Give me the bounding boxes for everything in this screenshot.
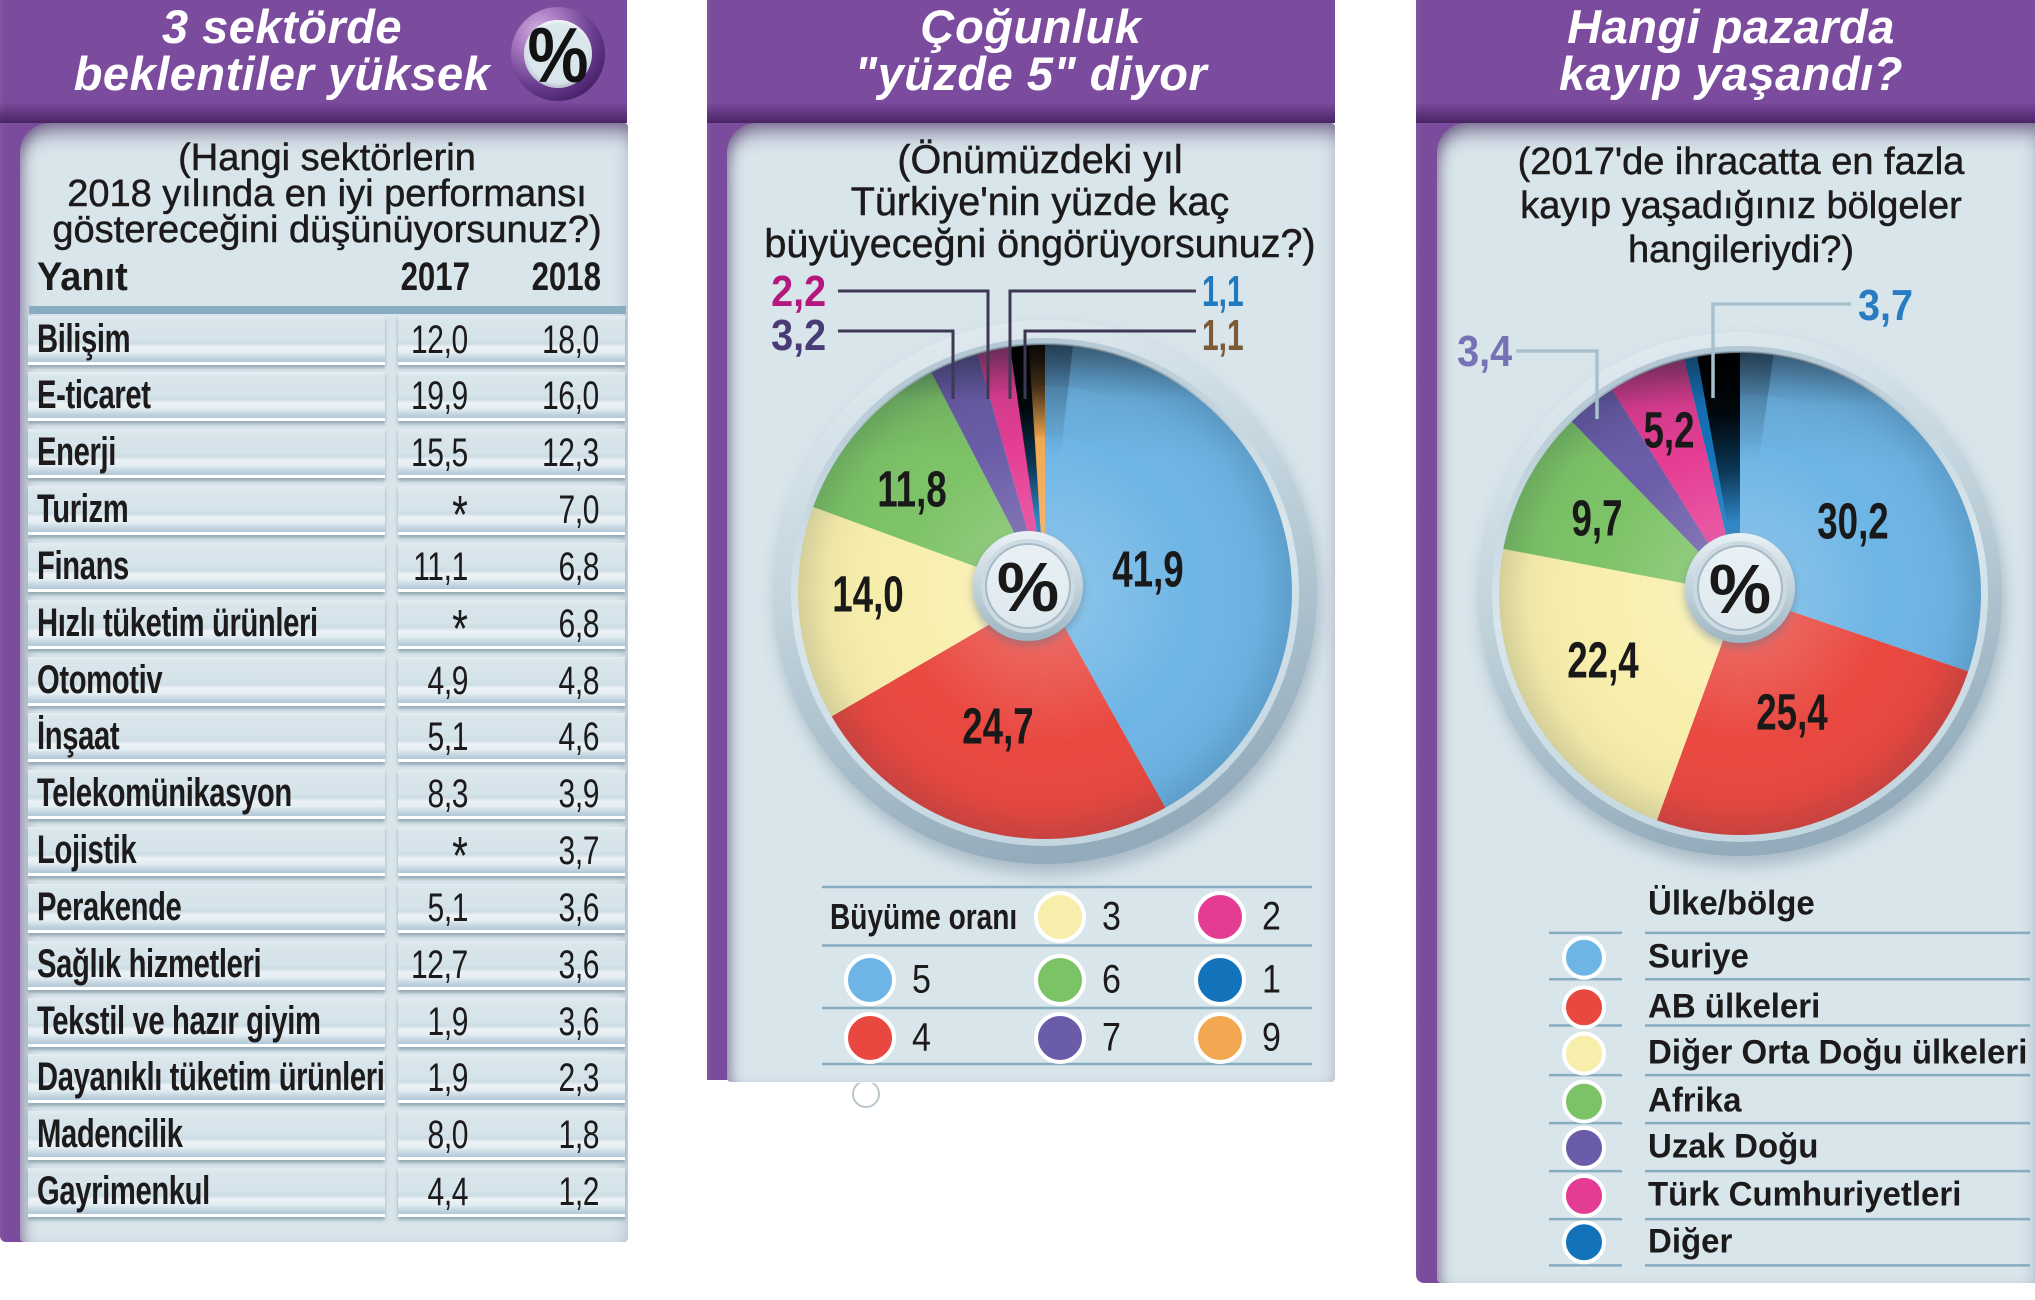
svg-text:%: %	[997, 548, 1059, 626]
svg-text:%: %	[1709, 550, 1771, 628]
